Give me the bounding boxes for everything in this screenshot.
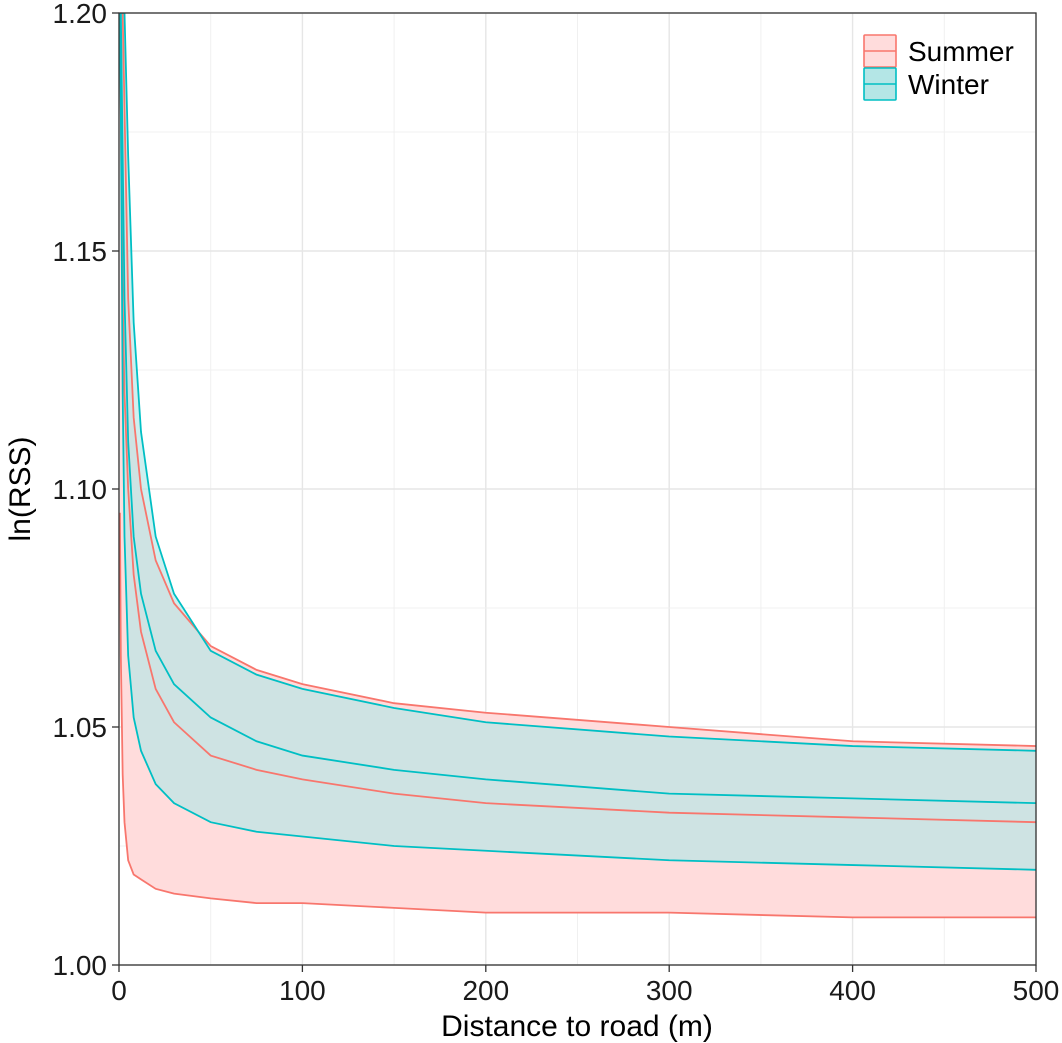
line-summer-upper xyxy=(119,13,1036,747)
line-summer-estimate xyxy=(119,13,1036,824)
x-tick-label: 400 xyxy=(829,975,876,1006)
line-winter-lower xyxy=(119,13,1036,871)
confidence-bands xyxy=(119,13,1036,918)
y-tick-labels: 1.00 1.05 1.10 1.15 1.20 xyxy=(53,0,108,981)
legend-item-summer: Summer xyxy=(863,34,1014,68)
series-lines xyxy=(119,13,1036,919)
legend: Summer Winter xyxy=(863,34,1014,101)
y-tick-label: 1.05 xyxy=(53,712,108,743)
band-winter xyxy=(119,13,1036,870)
y-tick-label: 1.10 xyxy=(53,474,108,505)
x-tick-label: 100 xyxy=(279,975,326,1006)
legend-label-summer: Summer xyxy=(908,36,1014,67)
axis-ticks xyxy=(112,12,1037,972)
x-tick-labels: 0 100 200 300 400 500 xyxy=(111,975,1059,1006)
legend-label-winter: Winter xyxy=(908,69,989,100)
x-tick-label: 200 xyxy=(462,975,509,1006)
line-winter-upper xyxy=(119,13,1036,752)
x-tick-label: 300 xyxy=(646,975,693,1006)
y-tick-label: 1.15 xyxy=(53,236,108,267)
x-tick-label: 0 xyxy=(111,975,127,1006)
line-summer-lower xyxy=(119,512,1036,919)
line-winter-estimate xyxy=(119,13,1036,805)
x-tick-label: 500 xyxy=(1013,975,1060,1006)
legend-item-winter: Winter xyxy=(863,67,989,101)
y-axis-title: ln(RSS) xyxy=(4,436,37,541)
y-tick-label: 1.20 xyxy=(53,0,108,29)
y-tick-label: 1.00 xyxy=(53,950,108,981)
x-axis-title: Distance to road (m) xyxy=(441,1010,713,1043)
